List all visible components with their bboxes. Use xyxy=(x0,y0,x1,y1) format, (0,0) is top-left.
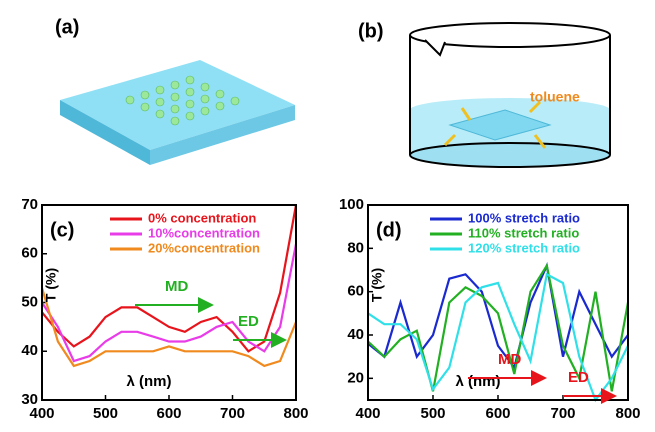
figure: (a) (b) toluene 304050607040050060070080… xyxy=(0,0,655,427)
y-tick-label: 100 xyxy=(339,196,364,213)
x-tick-label: 800 xyxy=(615,405,640,422)
x-tick-label: 700 xyxy=(220,405,245,422)
x-tick-label: 500 xyxy=(420,405,445,422)
panel-label: (b) xyxy=(358,20,384,42)
beaker-illustration xyxy=(410,23,610,167)
x-axis-label: λ (nm) xyxy=(127,373,172,390)
panel-label: (c) xyxy=(50,219,74,241)
annotation: ED xyxy=(238,313,259,330)
y-tick-label: 80 xyxy=(347,239,364,256)
legend-label: 120% stretch ratio xyxy=(468,240,580,255)
annotation: MD xyxy=(165,278,188,295)
x-tick-label: 400 xyxy=(355,405,380,422)
y-tick-label: 40 xyxy=(21,342,38,359)
y-axis-label: T (%) xyxy=(369,268,385,302)
x-tick-label: 500 xyxy=(93,405,118,422)
y-tick-label: 60 xyxy=(347,283,364,300)
y-tick-label: 50 xyxy=(21,293,38,310)
legend-label: 20%concentration xyxy=(148,240,260,255)
x-tick-label: 700 xyxy=(550,405,575,422)
panel-label: (a) xyxy=(55,16,79,38)
y-axis-label: T (%) xyxy=(43,268,59,302)
annotation: MD xyxy=(498,351,521,368)
x-tick-label: 800 xyxy=(283,405,308,422)
y-tick-label: 60 xyxy=(21,245,38,262)
legend-label: 10%concentration xyxy=(148,225,260,240)
y-tick-label: 70 xyxy=(21,196,38,213)
x-tick-label: 600 xyxy=(485,405,510,422)
x-axis-label: λ (nm) xyxy=(456,373,501,390)
substrate-illustration xyxy=(60,60,295,165)
panel-label: (d) xyxy=(376,219,402,241)
legend-label: 100% stretch ratio xyxy=(468,210,580,225)
y-tick-label: 40 xyxy=(347,326,364,343)
x-tick-label: 400 xyxy=(29,405,54,422)
x-tick-label: 600 xyxy=(156,405,181,422)
legend-label: 110% stretch ratio xyxy=(468,225,579,240)
y-tick-label: 20 xyxy=(347,369,364,386)
annotation: ED xyxy=(568,369,589,386)
annotation: toluene xyxy=(530,89,580,105)
legend-label: 0% concentration xyxy=(148,210,256,225)
